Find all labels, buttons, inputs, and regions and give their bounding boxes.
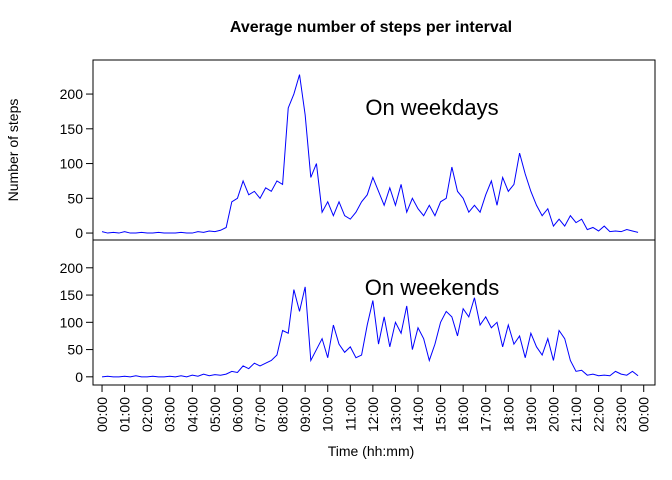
y-tick-label: 150	[60, 287, 84, 303]
x-tick-label: 23:00	[613, 397, 629, 432]
x-tick-label: 00:00	[636, 397, 652, 432]
x-tick-label: 05:00	[207, 397, 223, 432]
x-tick-label: 18:00	[500, 397, 516, 432]
x-tick-label: 04:00	[184, 397, 200, 432]
y-tick-label: 200	[60, 86, 84, 102]
y-tick-label: 0	[75, 225, 83, 241]
y-tick-label: 100	[60, 314, 84, 330]
series-line	[101, 74, 639, 234]
chart-title: Average number of steps per interval	[230, 19, 512, 36]
x-tick-label: 01:00	[117, 397, 133, 432]
x-tick-label: 07:00	[252, 397, 268, 432]
x-tick-label: 17:00	[478, 397, 494, 432]
x-tick-label: 20:00	[545, 397, 561, 432]
x-tick-label: 10:00	[320, 397, 336, 432]
panel-frame	[92, 59, 656, 241]
x-tick-label: 11:00	[342, 397, 358, 431]
x-tick-label: 06:00	[229, 397, 245, 432]
x-tick-label: 12:00	[365, 397, 381, 432]
x-tick-label: 00:00	[94, 397, 110, 432]
panel-annotation: On weekends	[365, 275, 500, 300]
y-axis-label: Number of steps	[5, 99, 21, 202]
x-tick-label: 15:00	[433, 397, 449, 432]
y-tick-label: 200	[60, 260, 84, 276]
x-tick-label: 22:00	[591, 397, 607, 432]
y-tick-label: 0	[75, 369, 83, 385]
x-axis-label: Time (hh:mm)	[328, 443, 415, 459]
x-tick-label: 14:00	[410, 397, 426, 432]
panel-annotation: On weekdays	[365, 95, 498, 120]
x-tick-label: 21:00	[568, 397, 584, 432]
series-line	[101, 286, 639, 378]
y-tick-label: 50	[67, 190, 83, 206]
x-tick-label: 02:00	[139, 397, 155, 432]
x-tick-label: 09:00	[297, 397, 313, 432]
x-tick-label: 16:00	[455, 397, 471, 432]
x-tick-label: 03:00	[162, 397, 178, 432]
y-tick-label: 100	[60, 156, 84, 172]
y-tick-label: 150	[60, 121, 84, 137]
x-tick-label: 19:00	[523, 397, 539, 432]
x-tick-label: 08:00	[275, 397, 291, 432]
y-tick-label: 50	[67, 342, 83, 358]
x-tick-label: 13:00	[387, 397, 403, 432]
